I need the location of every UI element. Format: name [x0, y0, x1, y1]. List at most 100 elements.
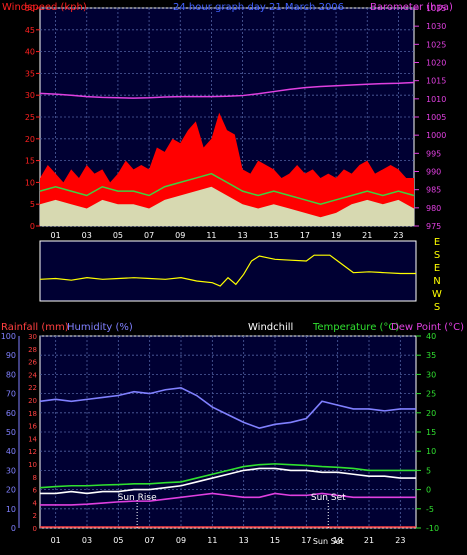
direction-series — [39, 254, 416, 287]
sunset-label: Sun Set — [311, 493, 346, 503]
rain-y-tick-label: 18 — [28, 410, 37, 418]
wind-y-tick-label: 15 — [25, 157, 35, 166]
temperature-label: Temperature (°C) — [312, 322, 399, 333]
rain-y-tick-label: 2 — [33, 512, 37, 520]
humidity-y-tick-label: 100 — [1, 332, 16, 341]
rain-y-tick-label: 0 — [33, 525, 37, 533]
baro-y-tick-label: 1020 — [426, 59, 446, 68]
wind-x-tick-label: 13 — [237, 231, 247, 240]
windspeed-area — [40, 186, 414, 226]
humidity-y-tick-label: 30 — [6, 466, 16, 475]
baro-y-tick-label: 1010 — [426, 95, 446, 104]
rain-y-tick-label: 30 — [28, 333, 37, 341]
rain-y-tick-label: 22 — [28, 384, 37, 392]
temp-x-tick-label: 01 — [51, 536, 61, 545]
temp-y-tick-label: 30 — [426, 370, 436, 379]
wind-x-tick-label: 05 — [113, 231, 123, 240]
baro-y-tick-label: 990 — [426, 168, 441, 177]
humidity-y-tick-label: 50 — [6, 428, 16, 437]
humidity-y-tick-label: 60 — [6, 409, 16, 418]
direction-panel — [39, 240, 417, 302]
wind-y-tick-label: 35 — [25, 69, 35, 78]
sunset-axis-label: Sun Set — [313, 537, 344, 546]
temp-y-tick-label: -10 — [426, 524, 439, 533]
wind-y-tick-label: 20 — [25, 135, 35, 144]
baro-y-tick-label: 1025 — [426, 40, 446, 49]
temp-y-tick-label: 25 — [426, 390, 436, 399]
temp-x-tick-label: 13 — [239, 536, 249, 545]
rain-y-tick-label: 26 — [28, 359, 37, 367]
humidity-line — [39, 387, 416, 429]
rain-y-tick-label: 20 — [28, 397, 37, 405]
temp-x-tick-label: 21 — [364, 536, 374, 545]
temp-y-tick-label: 0 — [426, 486, 431, 495]
baro-y-tick-label: 975 — [426, 222, 441, 231]
temp-x-tick-label: 07 — [145, 536, 155, 545]
dewpoint-line — [40, 492, 416, 506]
temp-y-tick-label: 10 — [426, 447, 436, 456]
sun-markers: Sun Rise Sun Set Sun Set — [118, 493, 346, 546]
rain-y-tick-label: 14 — [28, 435, 37, 443]
wind-y-ticks: 0 5 10 15 20 25 30 35 40 45 50 — [25, 4, 40, 231]
rain-y-tick-label: 12 — [28, 448, 37, 456]
compass-label: W — [432, 289, 442, 300]
compass-label: S — [434, 302, 440, 313]
temp-y-tick-label: 5 — [426, 466, 431, 475]
temp-y-tick-label: 35 — [426, 351, 436, 360]
wind-y-tick-label: 40 — [25, 48, 35, 57]
temp-x-tick-label: 15 — [270, 536, 280, 545]
wind-x-tick-label: 03 — [82, 231, 92, 240]
wind-y-tick-label: 25 — [25, 113, 35, 122]
wind-x-tick-label: 07 — [144, 231, 154, 240]
graph-title: 24 hour graph day 21 March 2006 — [173, 2, 344, 13]
temp-x-tick-label: 03 — [82, 536, 92, 545]
baro-y-tick-label: 1000 — [426, 131, 446, 140]
barometer-label: Barometer (hpa) — [370, 2, 453, 13]
baro-y-tick-label: 985 — [426, 186, 441, 195]
rain-y-tick-label: 28 — [28, 346, 37, 354]
compass-label: N — [433, 276, 440, 287]
temp-x-tick-label: 11 — [207, 536, 217, 545]
direction-line — [39, 254, 416, 287]
wind-x-tick-label: 17 — [300, 231, 310, 240]
baro-y-tick-label: 1035 — [426, 4, 446, 13]
wind-x-tick-label: 23 — [393, 231, 403, 240]
wind-series — [39, 81, 415, 226]
temp-y-tick-label: 15 — [426, 428, 436, 437]
sunrise-label: Sun Rise — [118, 493, 157, 503]
humidity-label: Humidity (%) — [67, 322, 133, 333]
baro-y-tick-label: 995 — [426, 149, 441, 158]
dewpoint-label: Dew Point (°C) — [391, 322, 464, 333]
rainfall-label: Rainfall (mm) — [1, 322, 69, 333]
wind-y-tick-label: 30 — [25, 91, 35, 100]
wind-x-tick-label: 09 — [175, 231, 185, 240]
wind-x-tick-label: 15 — [269, 231, 279, 240]
wind-y-tick-label: 10 — [25, 178, 35, 187]
baro-y-tick-label: 1005 — [426, 113, 446, 122]
wind-x-tick-label: 01 — [50, 231, 60, 240]
barometer-line — [39, 81, 415, 99]
temp-x-tick-label: 05 — [113, 536, 123, 545]
humidity-y-tick-label: 40 — [6, 447, 16, 456]
humidity-y-ticks: 0 10 20 30 40 50 60 70 80 90 100 — [1, 332, 20, 533]
wind-y-tick-label: 0 — [30, 222, 35, 231]
temp-y-tick-label: -5 — [426, 505, 434, 514]
rain-y-tick-label: 10 — [28, 461, 37, 469]
rain-y-tick-label: 24 — [28, 371, 37, 379]
temp-x-tick-label: 19 — [333, 536, 343, 545]
wind-x-ticks: 01 03 05 07 09 11 13 15 17 19 21 23 — [50, 231, 403, 240]
wind-y-tick-label: 5 — [30, 200, 35, 209]
baro-y-ticks: 975 980 985 990 995 1000 1005 1010 1015 1020 1025 1… — [414, 4, 446, 231]
windchill-label: Windchill — [248, 322, 293, 333]
wind-x-tick-label: 21 — [362, 231, 372, 240]
wind-y-tick-label: 45 — [25, 26, 35, 35]
gust-area — [40, 112, 414, 226]
compass-label: S — [434, 250, 440, 261]
temp-y-tick-label: 40 — [426, 332, 436, 341]
windspeed-label: Windspeed (kph) — [2, 2, 87, 13]
humidity-y-tick-label: 90 — [6, 351, 16, 360]
temperature-line — [39, 463, 416, 489]
humidity-y-tick-label: 20 — [6, 486, 16, 495]
